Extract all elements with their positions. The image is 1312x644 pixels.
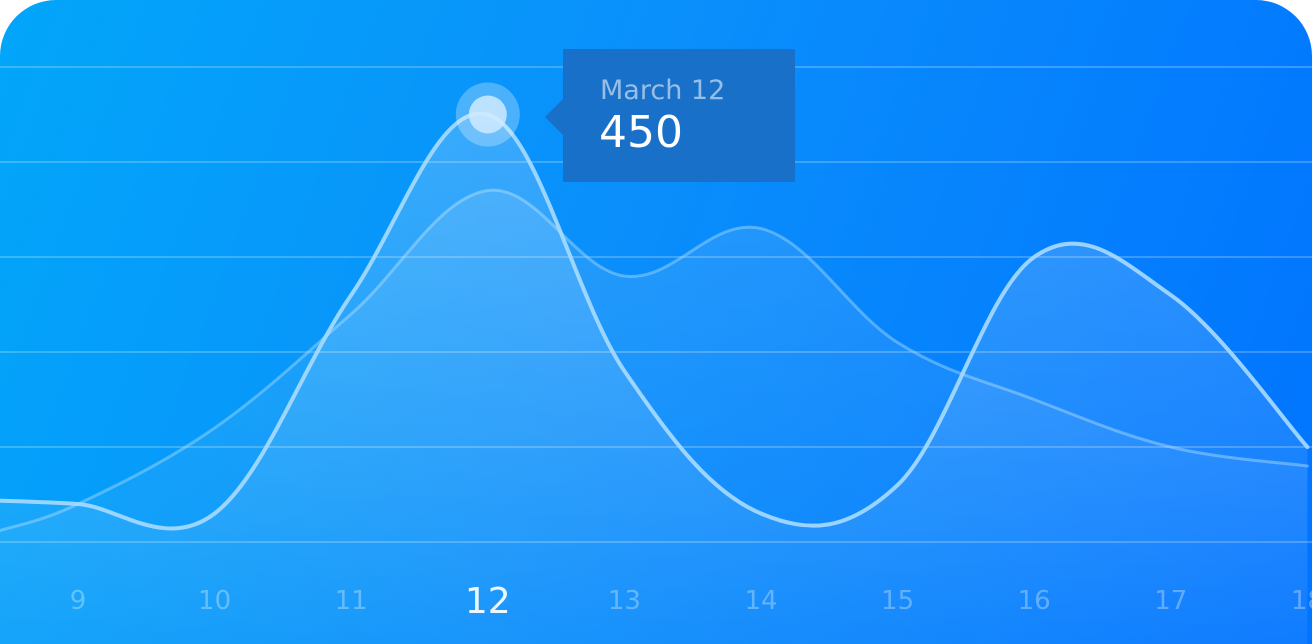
value-tooltip: March 12 450 [545, 49, 795, 182]
x-tick-label[interactable]: 15 [881, 586, 914, 616]
primary-series-area [0, 113, 1308, 644]
x-tick-label[interactable]: 11 [335, 586, 368, 616]
tooltip-date: March 12 [600, 75, 726, 106]
marker-layer[interactable] [455, 82, 520, 147]
x-tick-label[interactable]: 14 [744, 586, 777, 616]
x-tick-label[interactable]: 16 [1018, 586, 1051, 616]
tooltip-arrow [545, 99, 563, 135]
x-tick-label[interactable]: 12 [465, 581, 511, 622]
x-tick-label[interactable]: 13 [608, 586, 641, 616]
series-layer [0, 111, 1310, 644]
selected-point[interactable] [468, 95, 507, 134]
x-tick-label[interactable]: 18 [1291, 586, 1312, 616]
x-axis-ticks: 9 10 11 12 13 14 15 16 17 18 [70, 581, 1312, 622]
tooltip-value: 450 [599, 107, 683, 158]
primary-series-line [0, 111, 1310, 531]
x-tick-label[interactable]: 10 [198, 586, 231, 616]
x-tick-label[interactable]: 17 [1154, 586, 1187, 616]
x-tick-label[interactable]: 9 [70, 586, 87, 616]
